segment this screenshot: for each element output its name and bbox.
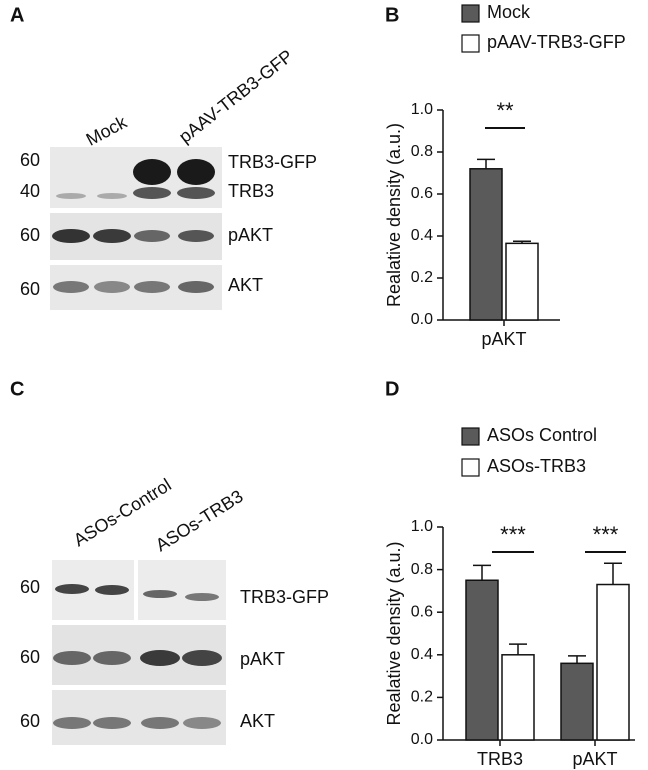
y-tick-label: 0.6 — [411, 603, 433, 620]
protein-label: AKT — [228, 275, 263, 295]
y-tick-label: 0.8 — [411, 143, 433, 160]
significance-label: *** — [593, 522, 619, 547]
protein-label: pAKT — [228, 225, 273, 245]
legend-swatch — [461, 427, 480, 446]
mw-label: 60 — [20, 150, 40, 170]
x-tick-label: pAKT — [572, 749, 617, 769]
bar — [469, 168, 503, 321]
protein-label: TRB3-GFP — [240, 587, 329, 607]
y-tick-label: 0.4 — [411, 227, 433, 244]
blot-a — [50, 147, 222, 310]
y-tick-label: 0.0 — [411, 731, 433, 748]
y-tick-label: 0.2 — [411, 689, 433, 706]
panel-label: A — [10, 4, 24, 26]
x-tick-label: TRB3 — [477, 749, 523, 769]
y-tick-label: 1.0 — [411, 518, 433, 535]
bar — [501, 654, 535, 741]
y-axis-label: Realative density (a.u.) — [384, 123, 404, 307]
y-tick-label: 0.2 — [411, 269, 433, 286]
blot-c — [52, 560, 226, 745]
legend-label: Mock — [487, 2, 531, 22]
y-tick-label: 0.6 — [411, 185, 433, 202]
legend-swatch — [461, 34, 480, 53]
y-tick-label: 0.0 — [411, 311, 433, 328]
legend-swatch — [461, 4, 480, 23]
mw-label: 60 — [20, 225, 40, 245]
mw-label: 60 — [20, 577, 40, 597]
protein-label: TRB3-GFP — [228, 152, 317, 172]
legend-label: pAAV-TRB3-GFP — [487, 32, 626, 52]
mw-label: 60 — [20, 647, 40, 667]
significance-label: ** — [496, 98, 514, 123]
mw-label: 60 — [20, 711, 40, 731]
legend-label: ASOs-TRB3 — [487, 456, 586, 476]
bar — [505, 242, 539, 321]
significance-label: *** — [500, 522, 526, 547]
y-tick-label: 0.4 — [411, 646, 433, 663]
y-axis-label: Realative density (a.u.) — [384, 541, 404, 725]
mw-label: 60 — [20, 279, 40, 299]
mw-label: 40 — [20, 181, 40, 201]
x-tick-label: pAKT — [481, 329, 526, 349]
lane-label: Mock — [83, 111, 131, 149]
bar — [465, 579, 499, 741]
bar — [596, 583, 630, 741]
protein-label: pAKT — [240, 649, 285, 669]
y-tick-label: 0.8 — [411, 561, 433, 578]
panel-label: C — [10, 378, 24, 400]
legend-swatch — [461, 458, 480, 477]
panel-label: B — [385, 4, 399, 26]
legend-label: ASOs Control — [487, 425, 597, 445]
protein-label: TRB3 — [228, 181, 274, 201]
panel-label: D — [385, 378, 399, 400]
bar — [560, 662, 594, 741]
protein-label: AKT — [240, 711, 275, 731]
y-tick-label: 1.0 — [411, 101, 433, 118]
lane-label: pAAV-TRB3-GFP — [175, 46, 297, 147]
